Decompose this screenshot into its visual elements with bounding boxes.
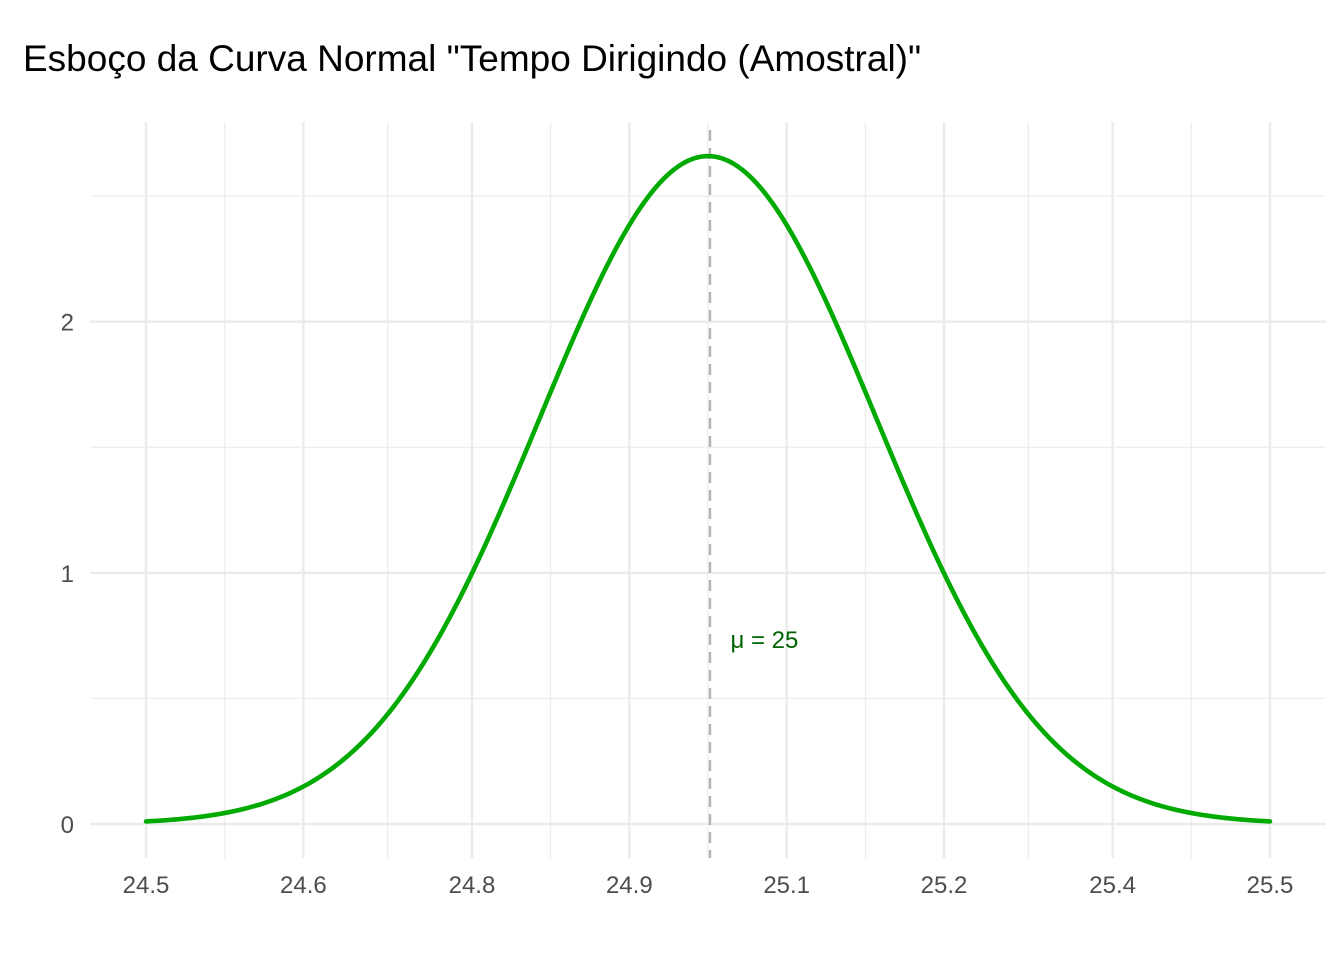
- y-tick-label: 2: [61, 310, 74, 337]
- y-tick-label: 1: [61, 561, 74, 588]
- minor-gridlines: [90, 122, 1326, 858]
- chart-title: Esboço da Curva Normal "Tempo Dirigindo …: [23, 38, 922, 79]
- x-tick-label: 24.5: [123, 872, 170, 899]
- x-tick-label: 24.8: [449, 872, 496, 899]
- normal-density-curve: [143, 153, 1273, 824]
- x-tick-label: 25.4: [1089, 872, 1136, 899]
- annotation-layer: μ = 25: [730, 627, 798, 654]
- x-axis-tick-labels: 24.5 24.6 24.8 24.9 25.1 25.2 25.4 25.5: [123, 872, 1294, 899]
- x-tick-label: 25.5: [1247, 872, 1294, 899]
- x-tick-label: 25.2: [921, 872, 968, 899]
- mean-annotation: μ = 25: [730, 627, 798, 654]
- curve-layer: [143, 153, 1273, 824]
- y-tick-label: 0: [61, 812, 74, 839]
- y-axis-tick-labels: 0 1 2: [61, 310, 74, 839]
- major-gridlines: [90, 122, 1326, 858]
- x-tick-label: 24.9: [606, 872, 653, 899]
- x-tick-label: 24.6: [280, 872, 327, 899]
- x-tick-label: 25.1: [763, 872, 810, 899]
